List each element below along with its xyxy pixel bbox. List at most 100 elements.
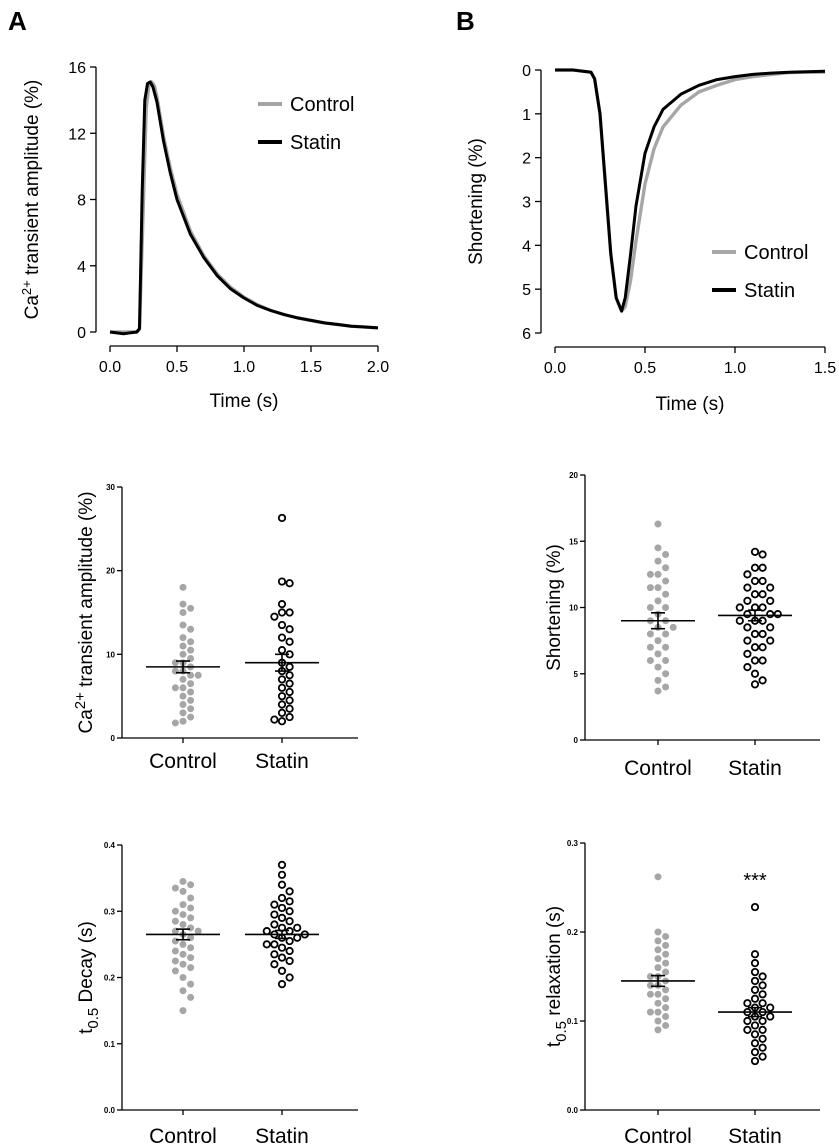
y-tick-label: 3 (522, 195, 531, 212)
data-point-control (171, 937, 179, 945)
data-point-statin (743, 596, 752, 605)
data-point-control (179, 609, 187, 616)
data-point-statin (285, 973, 294, 982)
data-point-statin (758, 990, 767, 999)
data-point-control (179, 634, 187, 642)
data-point-control (654, 544, 662, 552)
data-point-statin (277, 860, 287, 869)
x-axis-label: Time (s) (210, 391, 279, 412)
data-point-statin (285, 625, 294, 634)
data-point-control (662, 995, 670, 1003)
data-point-statin (750, 994, 760, 1003)
data-point-control (171, 957, 179, 965)
data-point-control (654, 964, 662, 972)
data-point-control (662, 968, 670, 976)
data-point-control (194, 671, 202, 679)
category-label-statin: Statin (728, 1125, 782, 1145)
data-point-statin (277, 870, 287, 879)
data-point-statin (277, 943, 287, 952)
y-tick-label: 8 (77, 193, 86, 210)
data-point-control (654, 676, 662, 684)
data-point-control (646, 1008, 654, 1016)
data-point-control (187, 688, 195, 696)
data-point-statin (743, 1016, 752, 1026)
y-tick-label: 6 (522, 326, 531, 343)
data-point-control (187, 924, 195, 932)
data-point-statin (743, 1025, 752, 1035)
y-tick-label: 0.2 (104, 974, 116, 983)
x-tick-label: 0.5 (166, 359, 188, 376)
data-point-control (654, 570, 662, 578)
data-point-statin (735, 616, 744, 625)
series-line-statin (109, 80, 379, 336)
y-axis-label: Shortening (%) (466, 138, 487, 265)
data-point-statin (277, 608, 287, 617)
y-tick-label: 0.4 (104, 841, 116, 850)
data-point-statin (743, 663, 752, 672)
data-point-control (179, 583, 187, 591)
data-point-statin (277, 953, 287, 962)
data-point-control (179, 600, 187, 608)
data-point-statin (743, 583, 752, 592)
data-point-control (171, 684, 179, 692)
y-tick-label: 0 (77, 325, 86, 342)
data-point-control (171, 907, 179, 915)
data-point-statin (285, 897, 294, 906)
y-tick-label: 5 (522, 282, 531, 299)
data-point-statin (285, 887, 294, 896)
data-point-statin (277, 903, 287, 913)
y-axis-label-part: t (76, 1028, 97, 1034)
data-point-statin (270, 715, 279, 724)
data-point-statin (277, 893, 287, 903)
data-point-control (171, 884, 179, 892)
category-label-statin: Statin (255, 750, 309, 773)
y-axis-label-part: Ca (76, 709, 97, 734)
data-point-statin (766, 1003, 775, 1012)
data-point-control (179, 684, 187, 692)
category-label-statin: Statin (728, 757, 782, 780)
data-point-control (646, 604, 654, 611)
data-point-statin (766, 1012, 775, 1021)
data-point-statin (758, 656, 767, 665)
data-point-control (187, 894, 195, 902)
data-point-control (179, 960, 187, 968)
y-tick-label: 0 (111, 734, 116, 743)
data-point-statin (743, 636, 752, 645)
data-point-control (654, 990, 662, 998)
chart-a-decay-scatter: 0.0 0.1 0.2 0.3 0.4 Control Statin t0.5 Decay (… (76, 841, 358, 1145)
chart-b-shortening-scatter: 0 5 10 15 20 Control Statin Shortening (%) (544, 471, 820, 780)
data-point-statin (277, 692, 287, 701)
data-point-control (646, 973, 654, 980)
y-tick-label: 12 (68, 126, 86, 143)
data-point-control (646, 657, 654, 664)
data-point-control (646, 584, 654, 592)
data-point-control (662, 604, 670, 611)
y-axis-label: Ca2+ transient amplitude (%) (72, 491, 97, 733)
y-axis-label-superscript: 2+ (72, 692, 89, 709)
data-point-statin (277, 513, 287, 523)
data-point-control (187, 993, 195, 1001)
data-point-statin (750, 1056, 760, 1066)
data-point-statin (750, 902, 760, 912)
data-point-control (187, 680, 195, 688)
data-point-statin (750, 547, 760, 556)
data-point-statin (285, 704, 294, 713)
data-point-statin (285, 637, 294, 646)
data-point-control (179, 877, 187, 885)
data-point-statin (277, 708, 287, 718)
data-point-control (179, 642, 187, 650)
data-point-control (654, 1008, 662, 1016)
data-point-control (662, 1021, 670, 1029)
data-point-control (662, 577, 670, 585)
data-point-statin (750, 967, 760, 977)
data-point-control (654, 873, 662, 881)
y-tick-label: 0.0 (567, 1106, 579, 1115)
data-point-statin (270, 940, 279, 949)
data-point-statin (735, 603, 744, 612)
data-point-control (187, 914, 195, 922)
y-tick-label: 20 (106, 567, 115, 576)
y-tick-label: 5 (574, 670, 579, 679)
series-line-control (110, 80, 379, 334)
data-point-control (179, 887, 187, 895)
